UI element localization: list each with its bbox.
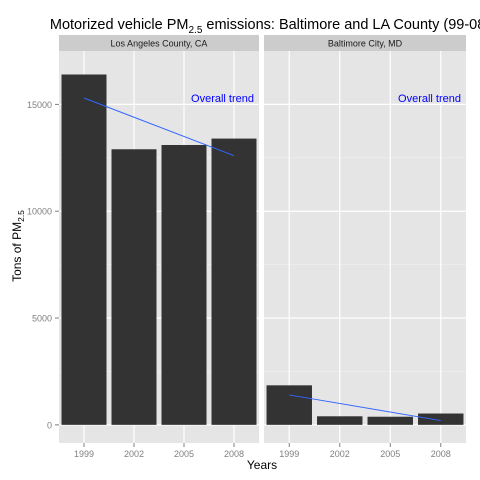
bar-1999 xyxy=(266,385,312,425)
y-axis-label-prefix: Tons of PM xyxy=(10,222,24,282)
y-axis-label: Tons of PM2.5 xyxy=(10,210,26,282)
bar-2002 xyxy=(111,149,157,425)
bar-2005 xyxy=(161,144,207,425)
x-tick-label: 1999 xyxy=(279,449,299,459)
trend-line xyxy=(83,97,235,157)
bar-2008 xyxy=(418,413,464,425)
x-tick-label: 2008 xyxy=(431,449,451,459)
chart-title-subscript: 2.5 xyxy=(188,25,202,36)
bar-2005 xyxy=(367,416,413,425)
facet-strip-label: Los Angeles County, CA xyxy=(111,39,208,49)
y-tick-label: 15000 xyxy=(27,100,52,110)
bar-1999 xyxy=(61,74,107,425)
bar-2002 xyxy=(317,416,363,425)
trend-label: Overall trend xyxy=(191,93,254,105)
trend-label: Overall trend xyxy=(398,93,461,105)
x-tick-label: 2008 xyxy=(224,449,244,459)
chart-title: Motorized vehicle PM2.5 emissions: Balti… xyxy=(50,17,480,36)
x-tick-label: 2002 xyxy=(124,449,144,459)
panel-background xyxy=(264,51,466,443)
facet-strip xyxy=(59,35,259,51)
chart-title-prefix: Motorized vehicle PM xyxy=(50,17,189,33)
x-tick-label: 2005 xyxy=(380,449,400,459)
y-tick-label: 5000 xyxy=(32,314,52,324)
trend-line xyxy=(289,394,441,422)
y-axis-label-subscript: 2.5 xyxy=(16,210,26,222)
y-tick-label: 0 xyxy=(47,420,52,430)
facet-panel: Baltimore City, MD Overall trend 1999 2002 2… xyxy=(264,35,466,459)
x-tick-label: 2002 xyxy=(330,449,350,459)
x-axis-label: Years xyxy=(247,458,277,472)
y-tick-label: 10000 xyxy=(27,207,52,217)
bar-2008 xyxy=(211,138,257,425)
facet-strip xyxy=(264,35,466,51)
x-tick-label: 2005 xyxy=(174,449,194,459)
x-tick-label: 1999 xyxy=(74,449,94,459)
facet-panels: Los Angeles County, CA Overall trend 1999 2… xyxy=(59,35,466,459)
y-axis: 0 5000 10000 15000 xyxy=(27,100,59,430)
chart-title-suffix: emissions: Baltimore and LA County (99-0… xyxy=(202,17,480,33)
facet-strip-label: Baltimore City, MD xyxy=(328,39,403,49)
facet-panel: Los Angeles County, CA Overall trend 1999 2… xyxy=(59,35,259,459)
